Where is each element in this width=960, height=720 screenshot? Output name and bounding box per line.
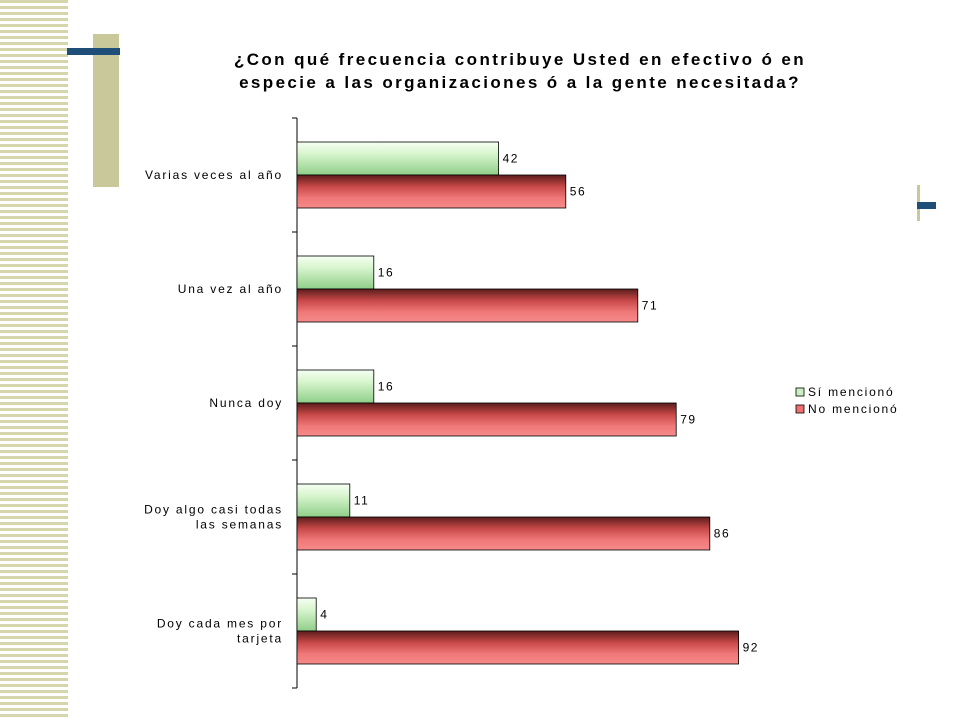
legend-label: No mencionó <box>808 402 899 416</box>
decorative-right-accent <box>917 202 936 209</box>
category-label: Varias veces al año <box>145 168 283 182</box>
bar-no-menciono <box>296 288 639 323</box>
bar-no-menciono <box>296 630 740 665</box>
data-label: 42 <box>503 152 519 166</box>
legend-label: Sí mencionó <box>808 385 895 399</box>
category-label: Una vez al año <box>178 282 283 296</box>
legend-swatch <box>795 404 805 414</box>
data-label: 79 <box>680 413 696 427</box>
data-label: 86 <box>714 527 730 541</box>
category-label: Doy cada mes por <box>157 617 283 631</box>
data-label: 56 <box>570 185 586 199</box>
bar-no-menciono <box>296 402 677 437</box>
bar-si-menciono <box>296 141 500 176</box>
legend-swatch <box>795 387 805 397</box>
decorative-stripes <box>0 0 68 720</box>
decorative-vertical-bar <box>93 34 119 187</box>
category-label: Nunca doy <box>209 396 283 410</box>
bar-si-menciono <box>296 597 317 632</box>
category-label: Doy algo casi todas <box>144 503 283 517</box>
bar-no-menciono <box>296 516 711 551</box>
data-label: 92 <box>743 641 759 655</box>
data-label: 16 <box>378 380 394 394</box>
bar-no-menciono <box>296 174 567 209</box>
category-label: tarjeta <box>237 632 283 646</box>
bar-si-menciono <box>296 369 375 404</box>
data-label: 16 <box>378 266 394 280</box>
data-label: 71 <box>642 299 658 313</box>
decorative-accent-bar <box>67 48 120 55</box>
chart-title: ¿Con qué frecuencia contribuye Usted en … <box>233 50 807 92</box>
bar-si-menciono <box>296 255 375 290</box>
category-label: las semanas <box>196 518 283 532</box>
data-label: 4 <box>320 608 328 622</box>
bar-si-menciono <box>296 483 351 518</box>
data-label: 11 <box>354 494 369 508</box>
